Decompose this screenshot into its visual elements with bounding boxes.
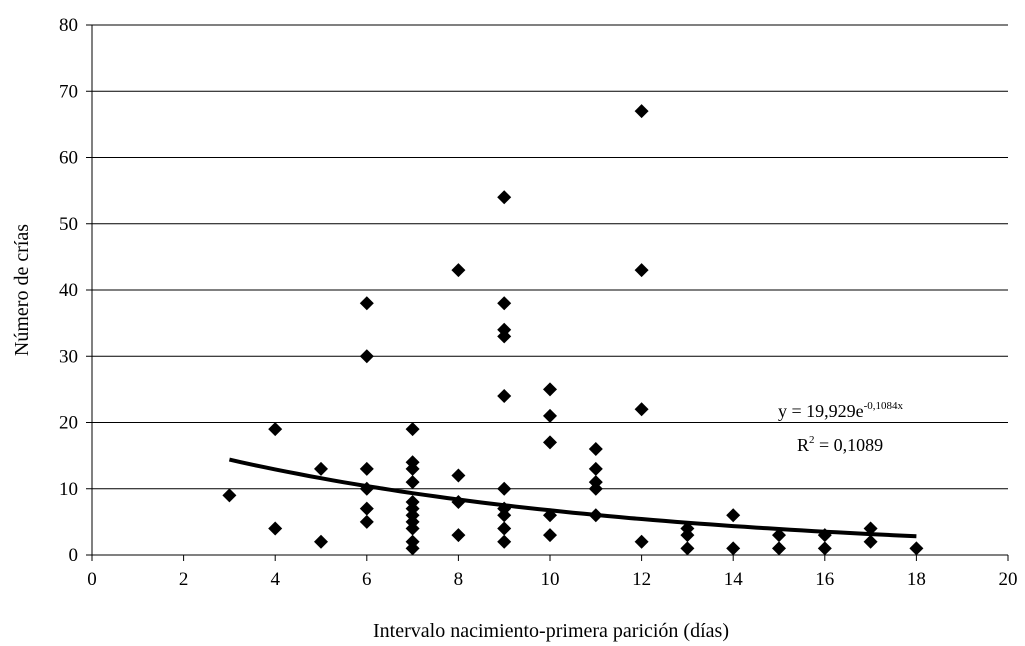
data-point xyxy=(451,528,466,543)
data-point xyxy=(634,104,649,119)
trendline-equation-main: y = 19,929e xyxy=(778,401,864,421)
data-point xyxy=(359,349,374,364)
data-point xyxy=(772,528,786,543)
data-point xyxy=(405,475,420,490)
data-point xyxy=(497,296,512,311)
data-point xyxy=(451,263,466,278)
data-point xyxy=(268,521,283,536)
x-tick-label: 2 xyxy=(179,569,189,590)
x-tick-label: 18 xyxy=(907,569,926,590)
x-tick-label: 4 xyxy=(270,569,280,590)
data-point xyxy=(680,528,695,543)
y-tick-label: 40 xyxy=(59,280,78,301)
data-point xyxy=(726,541,741,556)
x-tick-label: 0 xyxy=(87,569,97,590)
data-point xyxy=(497,190,512,205)
data-point xyxy=(497,534,512,549)
y-tick-labels: 0 10 20 30 40 50 60 70 80 xyxy=(59,15,92,566)
data-point xyxy=(497,329,512,344)
x-tick-label: 10 xyxy=(541,569,560,590)
data-point xyxy=(817,541,832,556)
x-tick-label: 12 xyxy=(632,569,651,590)
y-axis-title: Número de crías xyxy=(11,224,33,356)
trendline-equation-exponent: -0,1084x xyxy=(864,400,904,412)
data-point xyxy=(497,481,512,496)
data-point xyxy=(359,501,374,516)
x-axis-title: Intervalo nacimiento-primera parición (d… xyxy=(373,620,729,642)
data-point xyxy=(680,541,695,556)
x-tick-labels: 0 2 4 6 8 10 12 14 16 18 20 xyxy=(87,555,1018,590)
data-point xyxy=(405,422,420,437)
data-point xyxy=(543,435,557,450)
y-tick-label: 20 xyxy=(59,413,78,434)
data-point xyxy=(497,508,512,523)
x-tick-label: 8 xyxy=(454,569,464,590)
data-point xyxy=(543,528,557,543)
r-squared-symbol: R xyxy=(797,435,809,455)
data-point xyxy=(588,442,603,456)
r-squared-superscript: 2 xyxy=(809,434,815,446)
data-point xyxy=(588,481,603,496)
data-point xyxy=(314,461,328,476)
data-point xyxy=(634,402,649,417)
data-point xyxy=(359,514,374,529)
y-tick-label: 80 xyxy=(59,15,78,36)
data-point xyxy=(543,408,557,423)
data-point xyxy=(405,521,420,536)
data-point xyxy=(726,508,741,523)
trendline-r-squared: R2 = 0,1089 xyxy=(797,434,883,455)
y-tick-label: 10 xyxy=(59,479,78,500)
data-point xyxy=(405,541,420,556)
y-tick-label: 70 xyxy=(59,81,78,102)
data-point xyxy=(909,541,924,556)
x-tick-label: 6 xyxy=(362,569,372,590)
data-point xyxy=(222,488,237,503)
data-point xyxy=(588,461,603,476)
data-point xyxy=(497,521,512,536)
data-point xyxy=(497,389,512,403)
data-point xyxy=(359,461,374,476)
x-tick-label: 16 xyxy=(815,569,834,590)
data-point xyxy=(634,263,649,278)
data-points xyxy=(222,104,924,556)
y-tick-label: 30 xyxy=(59,346,78,367)
y-tick-label: 0 xyxy=(69,545,79,566)
data-point xyxy=(863,534,878,549)
data-point xyxy=(451,468,466,483)
x-tick-label: 20 xyxy=(999,569,1018,590)
data-point xyxy=(314,534,328,549)
trendline xyxy=(228,457,917,539)
data-point xyxy=(359,296,374,311)
trendline-equation: y = 19,929e-0,1084x xyxy=(778,400,904,421)
y-tick-label: 60 xyxy=(59,148,78,169)
gridlines xyxy=(92,24,1008,490)
r-squared-value: = 0,1089 xyxy=(815,435,884,455)
data-point xyxy=(634,534,649,549)
data-point xyxy=(772,541,786,556)
data-point xyxy=(543,382,557,397)
data-point xyxy=(405,461,420,476)
y-tick-label: 50 xyxy=(59,214,78,235)
x-tick-label: 14 xyxy=(724,569,744,590)
data-point xyxy=(268,422,283,437)
